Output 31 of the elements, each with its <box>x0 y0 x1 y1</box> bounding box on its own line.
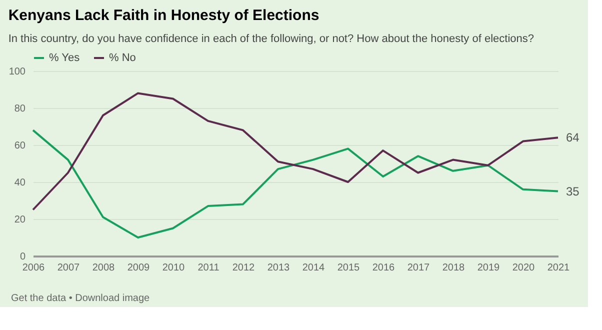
x-tick-label: 2010 <box>162 262 186 274</box>
y-tick-label: 60 <box>14 140 26 152</box>
chart-title: Kenyans Lack Faith in Honesty of Elections <box>8 7 320 24</box>
legend-label: % No <box>109 52 136 64</box>
y-tick-label: 0 <box>20 252 26 262</box>
y-tick-label: 80 <box>14 104 26 114</box>
y-tick-label: 40 <box>14 178 26 188</box>
data-label: 35 <box>566 184 580 198</box>
y-tick-label: 20 <box>14 214 26 226</box>
x-tick-label: 2014 <box>302 262 326 274</box>
x-tick-label: 2007 <box>57 262 80 274</box>
text: Get the data • Download image <box>11 293 150 304</box>
x-tick-label: 2013 <box>267 262 290 274</box>
x-tick-label: 2019 <box>477 262 500 274</box>
x-tick-label: 2020 <box>512 262 536 274</box>
y-tick-label: 100 <box>8 66 26 78</box>
chart-subtitle: In this country, do you have confidence in each of the following, or not? How about the honesty of elections? <box>8 33 534 45</box>
x-tick-label: 2018 <box>442 262 466 274</box>
legend-label: % Yes <box>49 52 80 64</box>
line-series <box>32 92 559 211</box>
line-series <box>32 129 559 238</box>
x-tick-label: 2008 <box>92 262 116 274</box>
x-tick-label: 2015 <box>337 262 360 274</box>
x-tick-label: 2009 <box>127 262 150 274</box>
x-tick-label: 2021 <box>547 262 570 274</box>
x-tick-label: 2016 <box>372 262 396 274</box>
x-tick-label: 2006 <box>22 262 46 274</box>
x-tick-label: 2011 <box>198 262 220 274</box>
x-tick-label: 2017 <box>407 262 430 274</box>
x-tick-label: 2012 <box>232 262 256 274</box>
data-label: 64 <box>566 130 580 145</box>
